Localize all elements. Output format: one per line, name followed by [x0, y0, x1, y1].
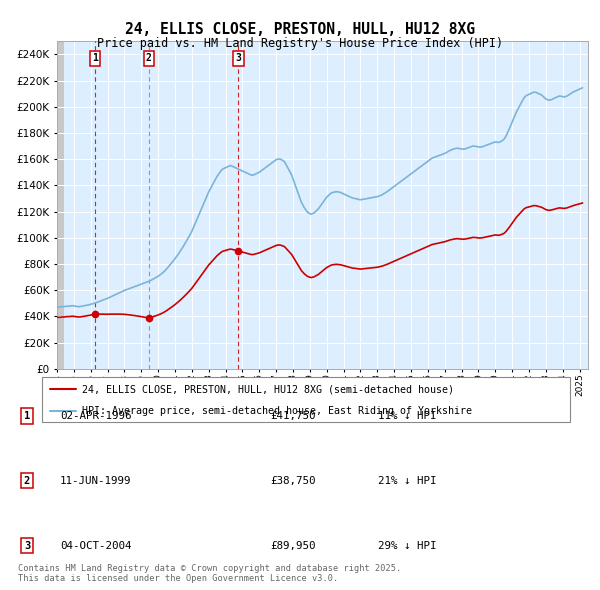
Text: 3: 3 — [235, 53, 241, 63]
Text: 1: 1 — [24, 411, 30, 421]
Text: 11% ↓ HPI: 11% ↓ HPI — [378, 411, 437, 421]
Text: 3: 3 — [24, 541, 30, 550]
Text: HPI: Average price, semi-detached house, East Riding of Yorkshire: HPI: Average price, semi-detached house,… — [82, 406, 472, 415]
FancyBboxPatch shape — [42, 377, 570, 422]
Text: 24, ELLIS CLOSE, PRESTON, HULL, HU12 8XG (semi-detached house): 24, ELLIS CLOSE, PRESTON, HULL, HU12 8XG… — [82, 384, 454, 394]
Text: Price paid vs. HM Land Registry's House Price Index (HPI): Price paid vs. HM Land Registry's House … — [97, 37, 503, 50]
Text: 11-JUN-1999: 11-JUN-1999 — [60, 476, 131, 486]
Text: 1: 1 — [92, 53, 98, 63]
Text: 29% ↓ HPI: 29% ↓ HPI — [378, 541, 437, 550]
Text: £41,750: £41,750 — [270, 411, 316, 421]
Text: Contains HM Land Registry data © Crown copyright and database right 2025.
This d: Contains HM Land Registry data © Crown c… — [18, 563, 401, 583]
Bar — [57, 28, 64, 369]
Text: 21% ↓ HPI: 21% ↓ HPI — [378, 476, 437, 486]
Text: £38,750: £38,750 — [270, 476, 316, 486]
Text: £89,950: £89,950 — [270, 541, 316, 550]
Text: 02-APR-1996: 02-APR-1996 — [60, 411, 131, 421]
Text: 04-OCT-2004: 04-OCT-2004 — [60, 541, 131, 550]
Text: 24, ELLIS CLOSE, PRESTON, HULL, HU12 8XG: 24, ELLIS CLOSE, PRESTON, HULL, HU12 8XG — [125, 22, 475, 37]
Text: 2: 2 — [24, 476, 30, 486]
Text: 2: 2 — [146, 53, 152, 63]
